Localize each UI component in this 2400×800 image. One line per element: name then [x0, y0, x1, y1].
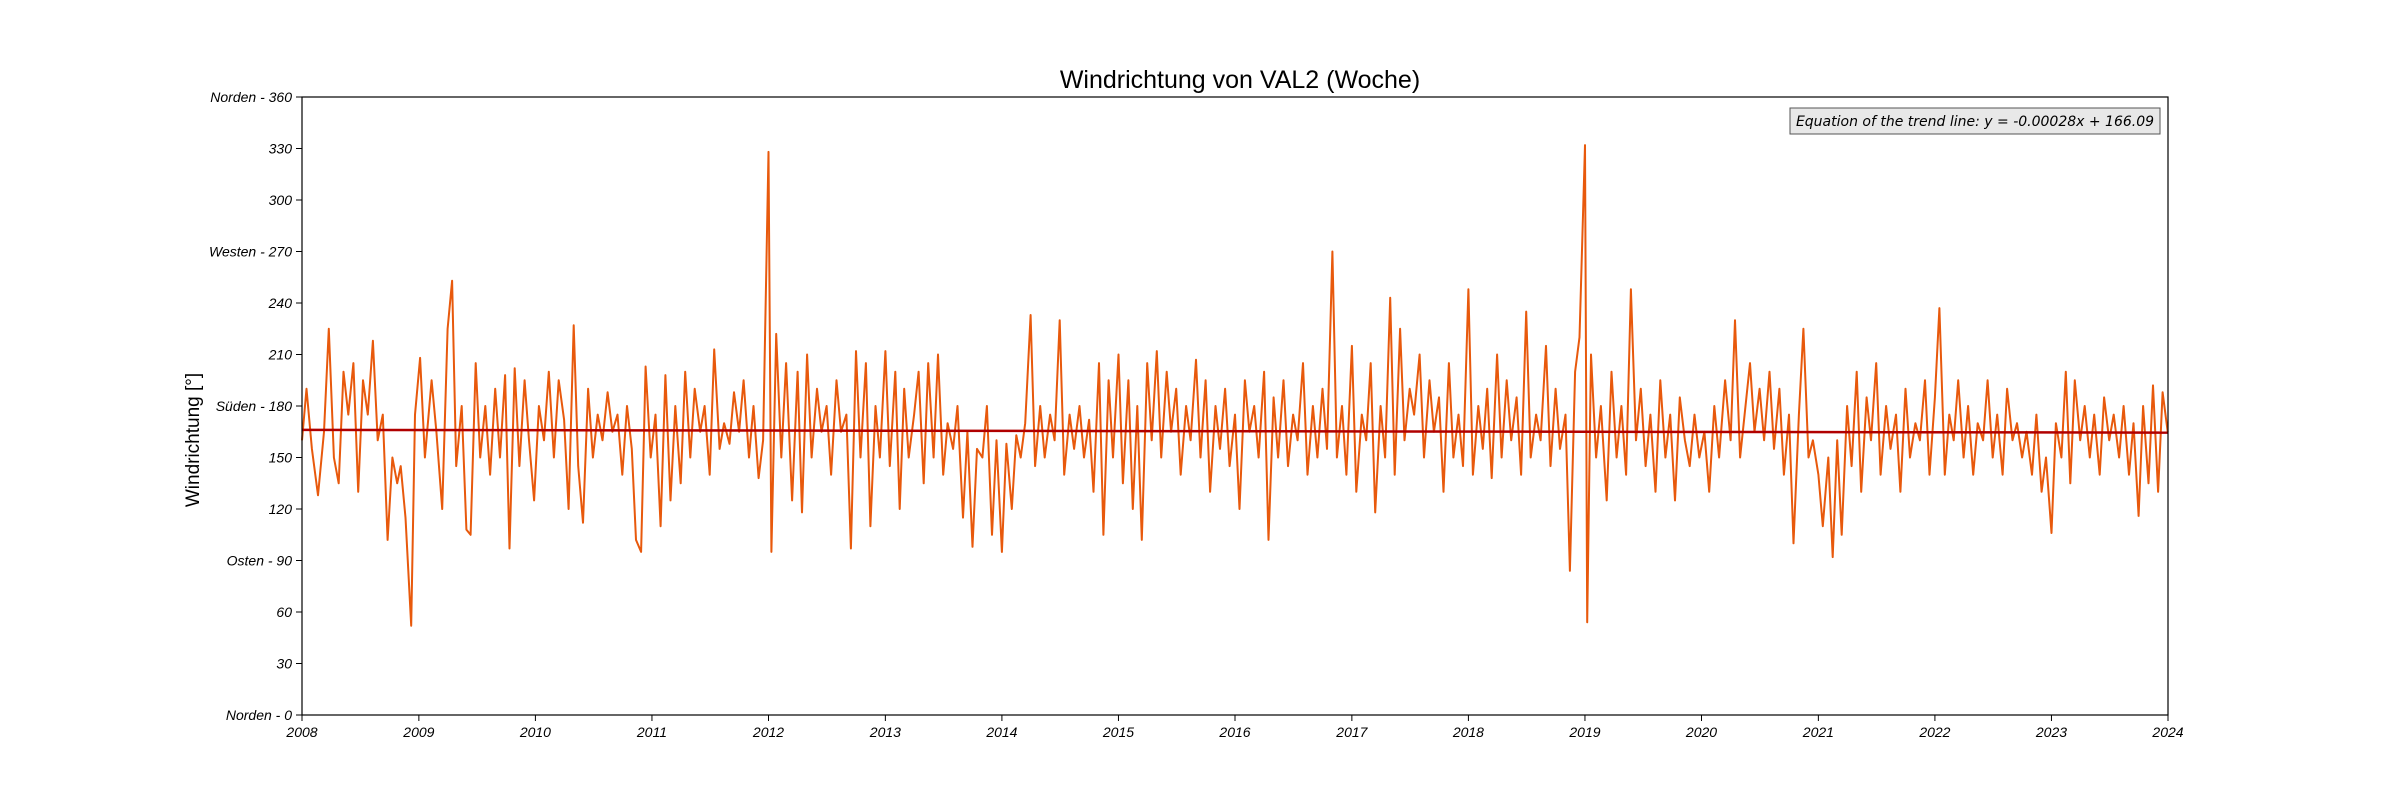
annotation-box-frame [1789, 107, 2161, 135]
x-tick-label: 2014 [985, 724, 1017, 740]
x-tick-label: 2020 [1685, 724, 1717, 740]
x-tick-label: 2019 [1568, 724, 1600, 740]
y-axis-ticks: Norden - 0 30 60 Osten - 90 120 150 Süden - 18… [209, 89, 302, 723]
y-tick-label: 30 [276, 656, 292, 672]
x-tick-label: 2021 [1802, 724, 1834, 740]
y-tick-label: 210 [268, 347, 293, 363]
y-tick-label: 240 [268, 295, 293, 311]
x-tick-label: 2009 [402, 724, 434, 740]
y-axis-label: Windrichtung [°] [183, 373, 204, 507]
y-tick-label: 120 [269, 501, 293, 517]
x-tick-label: 2016 [1218, 724, 1250, 740]
y-tick-label: Norden - 0 [226, 707, 292, 723]
x-axis-ticks: 2008 2009 2010 2011 2012 2013 2014 2015 2016 2017… [285, 715, 2184, 740]
x-tick-label: 2023 [2035, 724, 2067, 740]
y-tick-label: Westen - 270 [209, 244, 292, 260]
x-tick-label: 2011 [636, 724, 667, 740]
trend-line [301, 428, 2169, 434]
x-tick-label: 2018 [1452, 724, 1484, 740]
series-layer [301, 144, 2169, 627]
x-tick-label: 2017 [1335, 724, 1368, 740]
x-tick-label: 2013 [869, 724, 901, 740]
y-tick-label: 60 [276, 604, 292, 620]
x-tick-label: 2010 [519, 724, 551, 740]
y-tick-label: 300 [269, 192, 293, 208]
x-tick-label: 2008 [285, 724, 317, 740]
y-tick-label: 330 [269, 141, 293, 157]
series-line [301, 144, 2169, 627]
y-tick-label: 150 [269, 450, 293, 466]
annotation-box: Equation of the trend line: y = -0.00028… [1789, 107, 2161, 135]
x-tick-label: 2015 [1102, 724, 1134, 740]
trend-equation-label: Equation of the trend line: y = -0.00028… [1796, 114, 2154, 130]
trend-layer [301, 428, 2169, 434]
y-tick-label: Norden - 360 [210, 89, 292, 105]
plot-frame [301, 96, 2169, 716]
y-tick-label: Süden - 180 [216, 398, 292, 414]
chart-title: Windrichtung von VAL2 (Woche) [1060, 66, 1420, 94]
y-tick-label: Osten - 90 [227, 553, 293, 569]
x-tick-label: 2022 [1918, 724, 1950, 740]
x-tick-label: 2024 [2151, 724, 2183, 740]
x-tick-label: 2012 [752, 724, 784, 740]
